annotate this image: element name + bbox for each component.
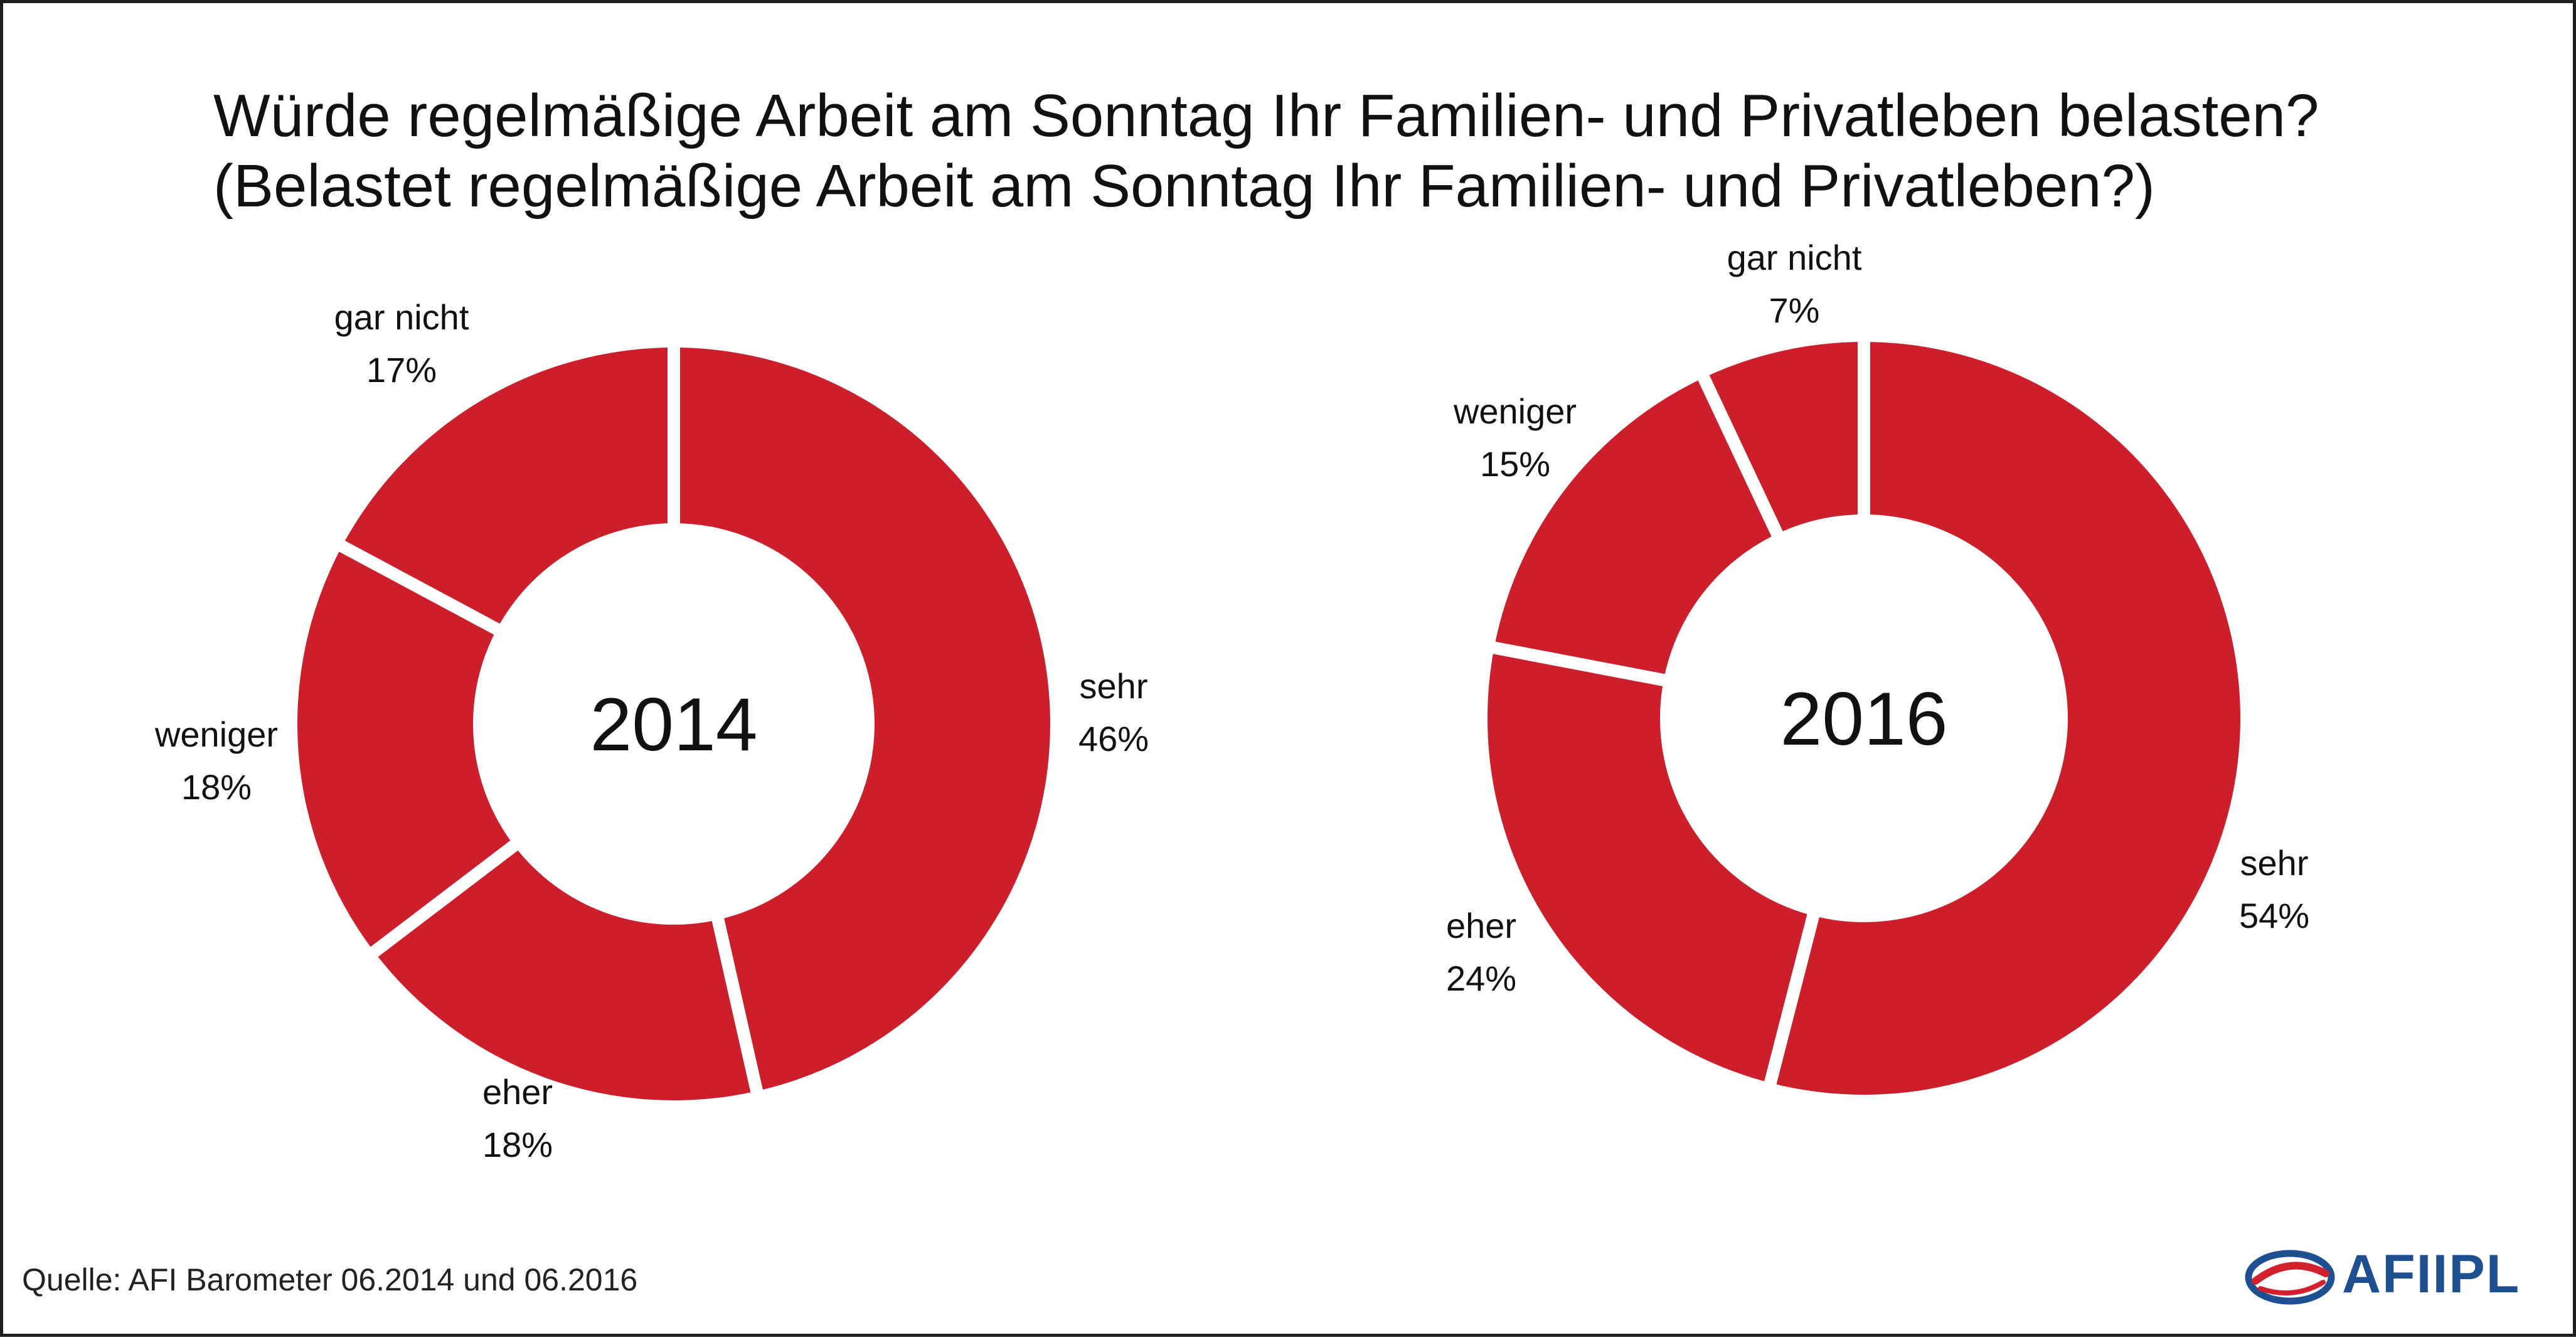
center-year-label: 2016 [1780,677,1948,761]
slice-value-eher: 24% [1446,959,1516,998]
slice-weniger [1494,378,1777,681]
slice-separator [1696,371,1784,539]
slice-label-weniger: weniger [154,715,278,754]
slice-value-sehr: 46% [1078,719,1149,758]
slice-separator [711,916,764,1097]
slice-label-eher: eher [482,1072,553,1112]
slice-separator [1763,912,1820,1088]
logo-text: AFIIPL [2342,1244,2521,1304]
source-note: Quelle: AFI Barometer 06.2014 und 06.201… [22,1262,638,1297]
afi-ipl-logo: AFIIPL [2243,1242,2544,1311]
slice-label-sehr: sehr [2240,843,2309,883]
slice-label-sehr: sehr [1080,666,1148,706]
slice-value-weniger: 18% [181,767,252,807]
slice-label-weniger: weniger [1453,391,1577,431]
donut-chart-2014: 2014 sehr 46% eher 18% weniger 18% gar nicht 17% [154,297,1149,1164]
slice-value-gar-nicht: 17% [366,350,437,390]
slice-gar-nicht [1703,342,1864,534]
slice-value-gar-nicht: 7% [1769,290,1820,330]
swirl-logo-icon [2245,1250,2335,1305]
slice-separator [367,839,520,959]
slice-value-weniger: 15% [1480,444,1550,484]
slice-label-eher: eher [1446,906,1516,945]
slice-label-gar-nicht: gar nicht [1727,238,1862,277]
slice-value-eher: 18% [482,1125,553,1164]
donut-charts: 2014 sehr 46% eher 18% weniger 18% gar nicht 17%… [154,238,2309,1164]
slice-eher [1488,647,1814,1083]
donut-chart-2016: 2016 sehr 54% eher 24% weniger 15% gar nicht 7% [1446,238,2309,1095]
slice-separator [1489,641,1668,687]
chart-title-line-2: (Belastet regelmäßige Arbeit am Sonntag … [213,152,2155,220]
slice-sehr [1770,342,2241,1095]
slice-sehr [674,348,1050,1092]
slice-separator [336,538,503,636]
slice-eher [374,845,757,1100]
slice-value-sehr: 54% [2239,896,2309,935]
slice-label-gar-nicht: gar nicht [334,297,469,337]
center-year-label: 2014 [590,683,758,767]
slice-weniger [297,546,514,952]
slice-gar-nicht [342,348,674,629]
chart-title-line-1: Würde regelmäßige Arbeit am Sonntag Ihr … [213,82,2319,149]
